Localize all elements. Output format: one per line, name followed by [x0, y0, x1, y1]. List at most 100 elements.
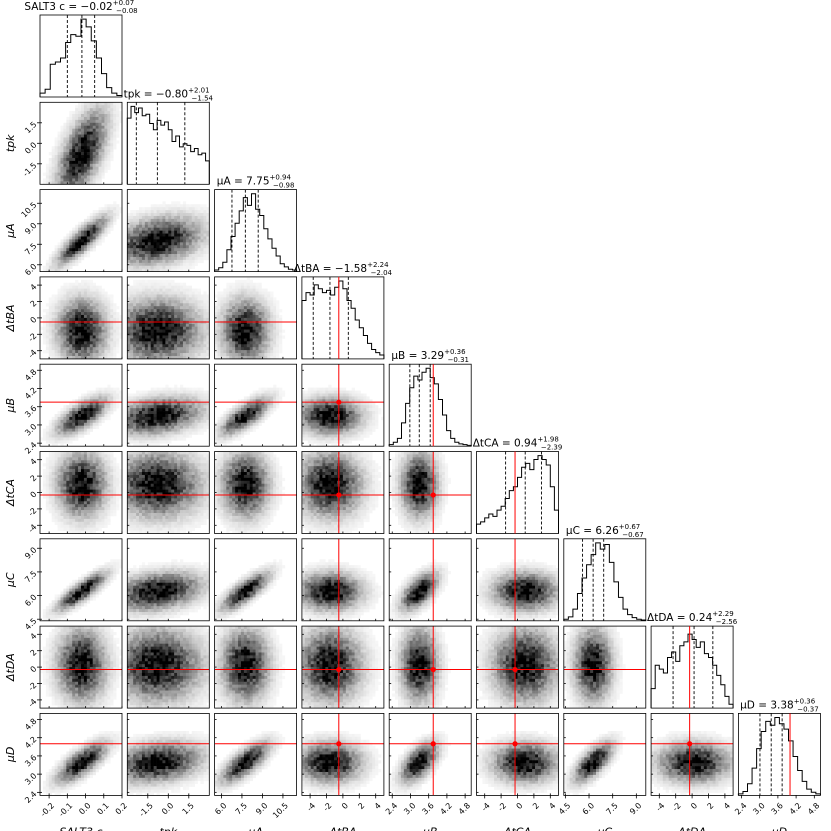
density-cell [144, 314, 149, 319]
density-cell [203, 218, 207, 223]
density-cell [116, 399, 120, 403]
density-cell [136, 268, 140, 272]
density-cell [171, 408, 175, 412]
density-cell [75, 434, 79, 438]
density-cell [136, 338, 140, 342]
density-cell [188, 233, 193, 237]
density-cell [113, 215, 117, 220]
density-cell [197, 309, 201, 313]
density-cell [57, 422, 61, 426]
density-cell [69, 256, 73, 261]
density-cell [78, 239, 82, 243]
density-cell [264, 411, 268, 415]
density-cell [83, 425, 88, 429]
density-cell [194, 413, 198, 418]
density-cell [264, 291, 268, 295]
density-cell [171, 344, 175, 348]
density-cell [232, 434, 236, 438]
density-cell [174, 338, 178, 342]
density-cell [174, 405, 178, 409]
density-cell [214, 344, 218, 348]
density-cell [92, 108, 96, 112]
density-cell [249, 309, 253, 313]
density-cell [185, 259, 190, 264]
density-cell [261, 419, 265, 424]
density-cell [150, 288, 154, 292]
density-cell [200, 245, 204, 249]
density-cell [95, 338, 99, 342]
density-cell [113, 102, 117, 106]
density-cell [339, 390, 344, 394]
density-cell [110, 405, 114, 409]
density-cell [60, 440, 64, 444]
density-cell [75, 338, 79, 342]
density-cell [66, 326, 70, 330]
density-cell [345, 393, 350, 397]
density-cell [238, 306, 242, 310]
density-cell [255, 355, 259, 360]
density-cell [141, 227, 146, 231]
density-cell [81, 169, 85, 173]
density-cell [168, 390, 172, 394]
density-cell [182, 254, 187, 258]
density-cell [238, 437, 242, 441]
density-cell [197, 422, 201, 426]
density-cell [276, 323, 280, 327]
density-cell [63, 347, 67, 351]
density-cell [89, 332, 94, 336]
density-cell [351, 408, 355, 412]
density-cell [78, 285, 82, 289]
density-cell [177, 303, 181, 307]
density-cell [116, 131, 120, 135]
density-cell [147, 335, 152, 339]
density-cell [188, 402, 193, 406]
density-cell [83, 399, 88, 403]
density-cell [168, 314, 172, 319]
density-cell [101, 166, 105, 170]
density-cell [165, 291, 169, 295]
density-cell [144, 440, 149, 444]
density-cell [130, 353, 134, 357]
density-cell [98, 102, 102, 106]
density-cell [116, 350, 120, 354]
density-cell [83, 102, 88, 106]
density-cell [69, 172, 73, 176]
density-cell [194, 419, 198, 424]
density-cell [319, 440, 323, 444]
density-cell [232, 332, 236, 336]
density-cell [220, 314, 224, 319]
density-cell [83, 282, 88, 286]
density-cell [258, 335, 262, 339]
density-cell [86, 399, 91, 403]
density-cell [345, 434, 350, 438]
density-cell [159, 248, 163, 252]
density-cell [127, 259, 131, 264]
density-cell [89, 125, 94, 129]
density-cell [42, 332, 47, 336]
density-cell [69, 291, 73, 295]
density-cell [191, 210, 195, 214]
density-cell [81, 347, 85, 351]
density-cell [72, 306, 76, 310]
density-cell [104, 338, 108, 342]
density-cell [113, 323, 117, 327]
density-cell [107, 341, 111, 345]
density-cell [98, 288, 102, 292]
density-cell [101, 155, 105, 159]
density-cell [116, 119, 120, 124]
density-cell [194, 288, 198, 292]
density-cell [130, 262, 134, 267]
density-cell [63, 408, 67, 412]
density-cell [165, 282, 169, 286]
density-cell [357, 437, 361, 441]
density-cell [101, 303, 105, 307]
density-cell [42, 317, 47, 322]
density-cell [223, 306, 227, 310]
density-cell [255, 317, 259, 322]
density-cell [144, 312, 149, 316]
density-cell [331, 399, 335, 403]
density-cell [63, 146, 67, 150]
density-cell [246, 297, 251, 301]
density-cell [86, 146, 91, 150]
density-cell [171, 434, 175, 438]
